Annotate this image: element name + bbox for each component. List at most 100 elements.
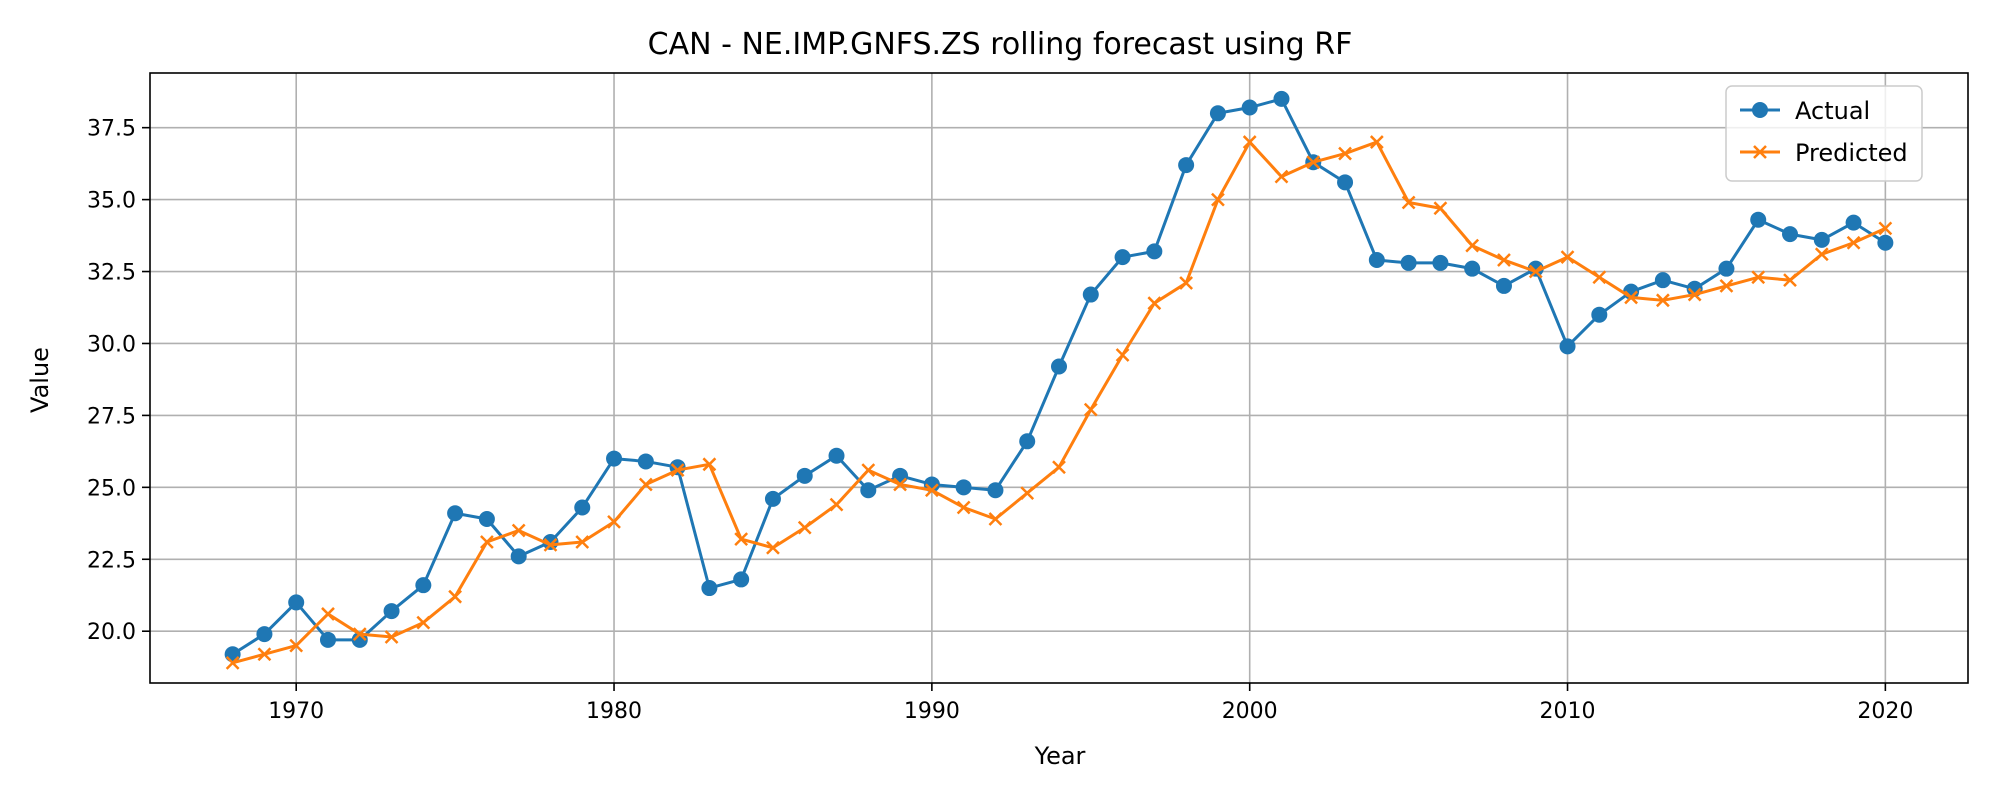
plot-series <box>224 90 1894 670</box>
data-point-predicted <box>1338 146 1352 161</box>
data-point-actual <box>1750 211 1767 228</box>
plot-frame <box>149 72 1969 684</box>
data-point-predicted <box>1624 290 1638 305</box>
data-point-predicted <box>480 535 494 549</box>
data-point-predicted <box>1052 460 1066 475</box>
data-point-predicted <box>1783 273 1797 288</box>
data-point-actual <box>1877 234 1894 251</box>
data-point-predicted <box>988 512 1003 526</box>
data-point-actual <box>1209 105 1226 122</box>
data-point-predicted <box>1147 296 1162 311</box>
data-point-predicted <box>1020 486 1035 500</box>
data-point-predicted <box>924 483 939 498</box>
data-point-predicted <box>670 463 685 477</box>
data-point-actual <box>987 482 1004 499</box>
data-point-actual <box>1782 226 1799 243</box>
data-point-actual <box>1368 252 1385 269</box>
data-point-actual <box>1019 433 1036 450</box>
y-tick-label: 37.5 <box>87 117 136 142</box>
data-point-predicted <box>225 655 240 670</box>
data-point-predicted <box>766 540 780 555</box>
data-point-predicted <box>416 615 431 630</box>
data-point-predicted <box>1369 135 1384 149</box>
y-tick-label: 25.0 <box>87 476 136 501</box>
data-point-predicted <box>1179 276 1194 290</box>
series-actual <box>224 90 1894 663</box>
data-point-predicted <box>1528 264 1543 279</box>
data-point-actual <box>1273 90 1290 107</box>
data-point-predicted <box>893 477 907 492</box>
data-point-predicted <box>1433 201 1448 216</box>
data-point-actual <box>1241 99 1258 116</box>
data-point-predicted <box>1083 402 1098 417</box>
data-point-predicted <box>1814 247 1829 262</box>
data-point-predicted <box>829 497 844 512</box>
data-point-predicted <box>1274 169 1289 184</box>
data-point-actual <box>1051 358 1067 375</box>
data-point-predicted <box>1878 221 1893 236</box>
series-predicted <box>225 135 1893 670</box>
data-point-actual <box>1400 254 1417 271</box>
data-point-actual <box>1432 254 1449 271</box>
data-point-predicted <box>797 520 812 535</box>
axis-ticks: 1970 1980 1990 2000 2010 2020 20.0 22.5 25.0 27.5… <box>87 117 1913 724</box>
data-point-actual <box>860 482 877 499</box>
x-tick-label: 1980 <box>586 699 642 724</box>
data-point-predicted <box>1115 348 1130 362</box>
data-point-predicted <box>638 477 653 492</box>
data-point-actual <box>1114 249 1131 266</box>
data-point-predicted <box>1497 253 1511 267</box>
data-point-actual <box>1464 260 1481 277</box>
data-point-predicted <box>607 514 621 529</box>
data-point-actual <box>510 548 527 565</box>
data-point-predicted <box>1719 279 1734 293</box>
data-point-predicted <box>1687 287 1702 302</box>
data-point-predicted <box>1592 270 1607 285</box>
x-tick-label: 2000 <box>1222 699 1278 724</box>
y-tick-label: 32.5 <box>87 261 136 286</box>
data-point-predicted <box>575 535 590 549</box>
data-point-predicted <box>956 500 971 515</box>
data-point-actual <box>828 447 845 464</box>
data-point-predicted <box>1401 195 1416 210</box>
data-point-actual <box>733 571 750 588</box>
x-tick-label: 1990 <box>904 699 960 724</box>
y-tick-label: 35.0 <box>87 189 136 214</box>
y-tick-label: 22.5 <box>87 548 136 573</box>
data-point-actual <box>1178 157 1195 174</box>
data-point-actual <box>764 490 781 507</box>
data-point-predicted <box>384 630 399 644</box>
data-point-actual <box>1845 214 1862 231</box>
x-tick-label: 2010 <box>1540 699 1596 724</box>
data-point-actual <box>1082 286 1099 303</box>
y-tick-label: 27.5 <box>87 404 136 429</box>
data-point-actual <box>447 505 464 522</box>
data-point-actual <box>478 510 495 527</box>
data-point-predicted <box>1655 293 1670 308</box>
data-point-predicted <box>1560 250 1575 265</box>
legend-marker-predicted <box>1753 145 1767 159</box>
legend: Actual Predicted <box>1725 85 1923 182</box>
data-point-actual <box>574 499 591 516</box>
x-tick-label: 2020 <box>1857 699 1913 724</box>
data-point-actual <box>383 603 400 620</box>
data-point-predicted <box>257 647 272 662</box>
legend-label-actual: Actual <box>1795 97 1870 125</box>
data-point-predicted <box>543 538 558 552</box>
data-point-predicted <box>1751 270 1766 285</box>
data-point-actual <box>637 453 654 470</box>
data-point-actual <box>796 467 813 484</box>
data-point-actual <box>955 479 972 496</box>
data-point-actual <box>1718 260 1735 277</box>
legend-label-predicted: Predicted <box>1795 139 1908 167</box>
data-point-actual <box>606 450 623 467</box>
legend-marker-actual <box>1752 102 1768 118</box>
data-point-predicted <box>352 627 367 641</box>
data-point-actual <box>1591 306 1608 323</box>
y-tick-label: 30.0 <box>87 332 136 357</box>
data-point-actual <box>319 631 336 648</box>
data-point-actual <box>1337 174 1354 191</box>
data-point-predicted <box>1211 192 1225 207</box>
